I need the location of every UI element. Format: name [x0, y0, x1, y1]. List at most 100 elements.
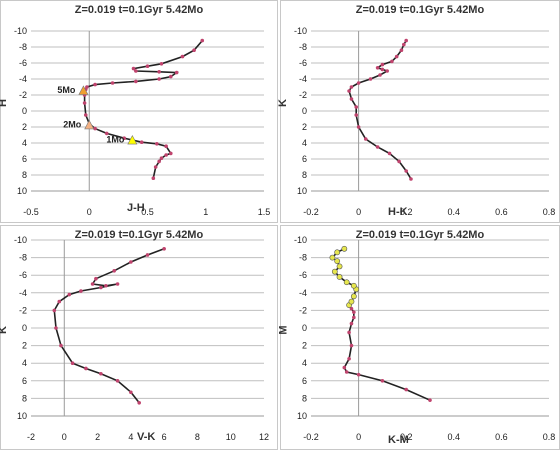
data-point: [169, 74, 173, 79]
y-tick-label: -10: [294, 26, 307, 36]
y-tick-label: 2: [302, 122, 307, 132]
data-point: [129, 390, 133, 395]
data-point: [349, 85, 354, 89]
mass-marker-label: 1Mo: [106, 135, 125, 145]
y-tick-label: 10: [297, 411, 307, 421]
x-tick-label: 0.8: [543, 432, 556, 442]
data-point: [336, 263, 343, 270]
series-line: [83, 40, 203, 179]
chart-svg-hk: -10 -8 -6 -4 -2 0 2 4 6 8 10 -0.2 0 0.2 0.4 0.6 0.8: [294, 26, 555, 217]
data-point: [404, 169, 408, 173]
x-tick-label: 0: [62, 432, 67, 442]
data-point: [79, 289, 83, 293]
data-point: [134, 69, 138, 73]
y-tick-label: 6: [22, 154, 27, 164]
x-tick-label: 0: [356, 207, 361, 217]
data-point: [110, 81, 115, 85]
x-tick-label: 4: [128, 432, 133, 442]
data-point: [390, 59, 394, 64]
chart-svg-vk: -10 -8 -6 -4 -2 0 2 4 6 8 10 -2 0 2 4 6 8 10 12: [14, 235, 269, 442]
data-point: [368, 77, 373, 81]
x-tick-label: -0.2: [303, 207, 319, 217]
data-point: [155, 142, 159, 146]
data-point: [153, 165, 158, 169]
data-point: [331, 268, 338, 275]
data-point: [397, 159, 401, 164]
y-tick-label: 6: [302, 154, 307, 164]
data-point: [349, 306, 354, 311]
data-point: [394, 54, 399, 59]
data-point: [99, 285, 103, 290]
data-point: [341, 245, 348, 252]
x-tick-label: 0: [87, 207, 92, 217]
y-tick-label: 10: [17, 411, 27, 421]
chart-title: Z=0.019 t=0.1Gyr 5.42Mo: [355, 4, 485, 16]
x-tick-label: 12: [259, 432, 269, 442]
y-tick-label: -8: [19, 42, 27, 52]
mass-marker-label: 5Mo: [57, 85, 76, 95]
x-tick-label: 1.5: [258, 207, 271, 217]
data-point: [85, 85, 89, 89]
data-point: [387, 151, 392, 156]
y-tick-label: 4: [22, 358, 27, 368]
data-point: [356, 372, 361, 377]
data-point: [356, 81, 361, 85]
data-point: [334, 249, 341, 256]
data-point: [145, 253, 150, 257]
y-tick-label: -8: [19, 253, 27, 263]
data-point: [380, 67, 385, 72]
x-axis-label: V-K: [137, 431, 156, 443]
chart-panel-vk: -10 -8 -6 -4 -2 0 2 4 6 8 10 -2 0 2 4 6 8 10 12 Z=0.019 t=…: [0, 225, 278, 450]
data-point: [70, 361, 75, 365]
y-tick-label: 10: [297, 186, 307, 196]
data-point: [99, 371, 103, 376]
y-tick-label: -10: [14, 235, 27, 245]
y-tick-label: 8: [302, 170, 307, 180]
y-tick-label: -2: [299, 305, 307, 315]
data-point: [343, 279, 350, 286]
data-point: [82, 101, 87, 105]
chart-panel-km: -10 -8 -6 -4 -2 0 2 4 6 8 10 -0.2 0 0.2 0.4 0.6 0.8 Z=0.…: [278, 225, 560, 450]
data-point: [380, 62, 385, 67]
y-tick-label: 6: [302, 376, 307, 386]
y-tick-label: -4: [19, 288, 27, 298]
y-tick-label: -10: [14, 26, 27, 36]
data-point: [378, 73, 382, 77]
data-point: [157, 70, 161, 74]
data-point: [157, 159, 161, 164]
data-point: [347, 89, 351, 93]
y-tick-label: 4: [22, 138, 27, 148]
data-point: [347, 357, 351, 361]
data-point: [180, 54, 185, 59]
data-point: [348, 298, 355, 305]
y-tick-label: 4: [302, 138, 307, 148]
chart-title: Z=0.019 t=0.1Gyr 5.42Mo: [74, 4, 204, 16]
y-tick-label: -2: [19, 90, 27, 100]
data-point: [354, 105, 359, 109]
data-point: [162, 247, 166, 251]
chart-svg-km: -10 -8 -6 -4 -2 0 2 4 6 8 10 -0.2 0 0.2 0.4 0.6 0.8: [294, 235, 556, 442]
data-point: [356, 125, 361, 129]
data-point: [385, 69, 389, 73]
y-tick-label: -8: [299, 253, 307, 263]
x-tick-label: 0.4: [448, 432, 461, 442]
data-point: [104, 283, 108, 288]
y-tick-label: -2: [299, 90, 307, 100]
data-point: [350, 282, 357, 289]
data-point: [336, 274, 343, 280]
data-point: [59, 343, 63, 348]
data-point: [137, 401, 141, 405]
y-axis-label: K: [276, 99, 289, 107]
y-tick-label: 0: [302, 106, 307, 116]
data-point: [402, 42, 406, 47]
y-tick-label: -6: [299, 58, 307, 68]
y-axis-label: H: [0, 99, 9, 107]
y-tick-label: 8: [22, 170, 27, 180]
y-axis-label: K: [0, 326, 9, 334]
data-point: [115, 282, 120, 286]
y-tick-label: 6: [22, 376, 27, 386]
data-point: [94, 276, 98, 281]
data-point: [329, 254, 336, 261]
data-point: [157, 77, 161, 81]
data-point: [57, 299, 62, 304]
